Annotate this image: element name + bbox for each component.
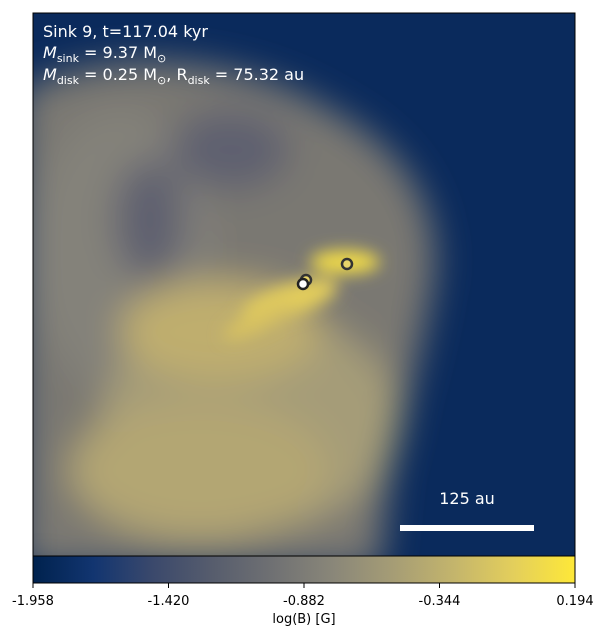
annotation: Msink = 9.37 M⊙: [43, 43, 166, 65]
tick-label: -1.958: [12, 594, 54, 609]
field-map: [33, 13, 575, 556]
tick-label: -0.344: [419, 594, 461, 609]
colorbar-label: log(B) [G]: [272, 612, 335, 627]
scale-label: 125 au: [439, 489, 495, 508]
annotation: Mdisk = 0.25 M⊙, Rdisk = 75.32 au: [43, 65, 304, 87]
colorbar: [32, 555, 576, 584]
tick-label: 0.194: [556, 594, 593, 609]
tick-label: -0.882: [283, 594, 325, 609]
annotation: Sink 9, t=117.04 kyr: [43, 22, 208, 41]
tick-label: -1.420: [148, 594, 190, 609]
